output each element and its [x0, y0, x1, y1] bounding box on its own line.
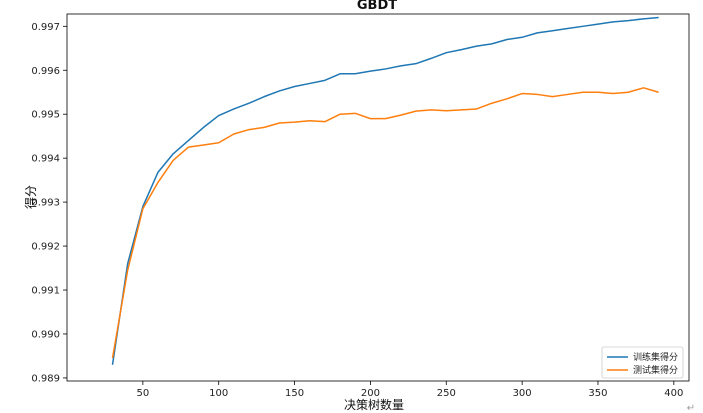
x-tick-label: 100: [209, 388, 228, 399]
x-tick-label: 400: [664, 388, 683, 399]
y-axis-title: 得分: [23, 185, 38, 209]
chart-title: GBDT: [357, 0, 397, 13]
series-line-0: [111, 16, 659, 365]
return-mark-glyph: ↵: [687, 403, 695, 413]
legend-label-test: 测试集得分: [633, 364, 678, 376]
x-axis: 50 100 150 200 250 300 350 400: [136, 381, 683, 399]
y-axis: 0.989 0.990 0.991 0.992 0.993 0.994 0.995 0.996…: [31, 22, 67, 384]
legend: 训练集得分 测试集得分: [601, 346, 684, 379]
x-tick-label: 350: [588, 388, 607, 399]
y-tick-label: 0.992: [31, 242, 60, 253]
y-tick-label: 0.993: [31, 198, 60, 209]
x-tick-label: 250: [437, 388, 456, 399]
x-tick-label: 150: [285, 388, 304, 399]
legend-label-train: 训练集得分: [633, 351, 678, 363]
series-lines: [111, 16, 659, 365]
series-line-1: [111, 87, 659, 359]
y-tick-label: 0.997: [31, 22, 60, 33]
y-tick-label: 0.996: [31, 66, 60, 77]
y-tick-label: 0.994: [31, 154, 60, 165]
y-tick-label: 0.995: [31, 110, 60, 121]
y-tick-label: 0.989: [31, 373, 60, 384]
x-axis-title: 决策树数量: [344, 397, 404, 412]
y-tick-label: 0.990: [31, 329, 60, 340]
x-tick-label: 50: [136, 388, 149, 399]
x-tick-label: 300: [513, 388, 532, 399]
plot-area-frame: [66, 13, 690, 382]
y-tick-label: 0.991: [31, 286, 60, 297]
x-tick-label: 200: [361, 388, 380, 399]
